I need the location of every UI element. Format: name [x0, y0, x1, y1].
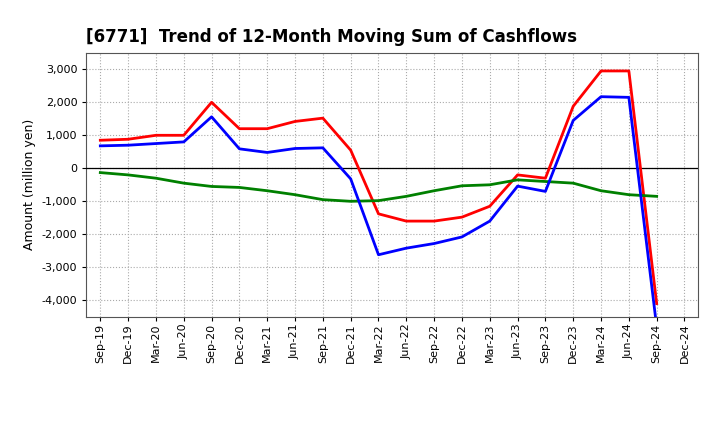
Operating Cashflow — [541, 176, 550, 181]
Line: Free Cashflow: Free Cashflow — [100, 97, 657, 326]
Free Cashflow — [179, 139, 188, 144]
Free Cashflow — [513, 183, 522, 189]
Investing Cashflow — [569, 180, 577, 186]
Operating Cashflow — [291, 119, 300, 124]
Operating Cashflow — [152, 132, 161, 138]
Free Cashflow — [402, 246, 410, 251]
Operating Cashflow — [179, 132, 188, 138]
Investing Cashflow — [541, 179, 550, 184]
Investing Cashflow — [430, 188, 438, 193]
Operating Cashflow — [374, 211, 383, 216]
Free Cashflow — [235, 146, 243, 151]
Investing Cashflow — [124, 172, 132, 177]
Investing Cashflow — [235, 185, 243, 190]
Investing Cashflow — [458, 183, 467, 188]
Investing Cashflow — [179, 180, 188, 186]
Operating Cashflow — [458, 214, 467, 220]
Free Cashflow — [374, 252, 383, 257]
Investing Cashflow — [513, 177, 522, 183]
Investing Cashflow — [374, 198, 383, 203]
Operating Cashflow — [124, 136, 132, 142]
Operating Cashflow — [235, 126, 243, 131]
Free Cashflow — [430, 241, 438, 246]
Investing Cashflow — [207, 184, 216, 189]
Free Cashflow — [96, 143, 104, 148]
Investing Cashflow — [485, 182, 494, 187]
Free Cashflow — [597, 94, 606, 99]
Operating Cashflow — [569, 103, 577, 109]
Free Cashflow — [263, 150, 271, 155]
Operating Cashflow — [318, 115, 327, 121]
Free Cashflow — [541, 189, 550, 194]
Line: Operating Cashflow: Operating Cashflow — [100, 71, 657, 304]
Operating Cashflow — [430, 218, 438, 224]
Investing Cashflow — [96, 170, 104, 175]
Operating Cashflow — [402, 218, 410, 224]
Operating Cashflow — [263, 126, 271, 131]
Free Cashflow — [624, 95, 633, 100]
Y-axis label: Amount (million yen): Amount (million yen) — [23, 119, 36, 250]
Operating Cashflow — [485, 204, 494, 209]
Operating Cashflow — [207, 99, 216, 105]
Line: Investing Cashflow: Investing Cashflow — [100, 172, 657, 201]
Investing Cashflow — [402, 194, 410, 199]
Free Cashflow — [569, 118, 577, 123]
Free Cashflow — [291, 146, 300, 151]
Investing Cashflow — [152, 176, 161, 181]
Free Cashflow — [318, 145, 327, 150]
Investing Cashflow — [346, 198, 355, 204]
Free Cashflow — [458, 234, 467, 239]
Investing Cashflow — [263, 188, 271, 193]
Investing Cashflow — [318, 197, 327, 202]
Investing Cashflow — [624, 192, 633, 197]
Operating Cashflow — [624, 68, 633, 73]
Operating Cashflow — [597, 68, 606, 73]
Free Cashflow — [124, 143, 132, 148]
Free Cashflow — [207, 114, 216, 119]
Operating Cashflow — [513, 172, 522, 177]
Free Cashflow — [485, 218, 494, 224]
Operating Cashflow — [652, 301, 661, 306]
Free Cashflow — [652, 324, 661, 329]
Text: [6771]  Trend of 12-Month Moving Sum of Cashflows: [6771] Trend of 12-Month Moving Sum of C… — [86, 28, 577, 46]
Investing Cashflow — [291, 192, 300, 197]
Investing Cashflow — [652, 194, 661, 199]
Investing Cashflow — [597, 188, 606, 193]
Operating Cashflow — [346, 147, 355, 153]
Operating Cashflow — [96, 138, 104, 143]
Free Cashflow — [346, 176, 355, 181]
Free Cashflow — [152, 141, 161, 146]
